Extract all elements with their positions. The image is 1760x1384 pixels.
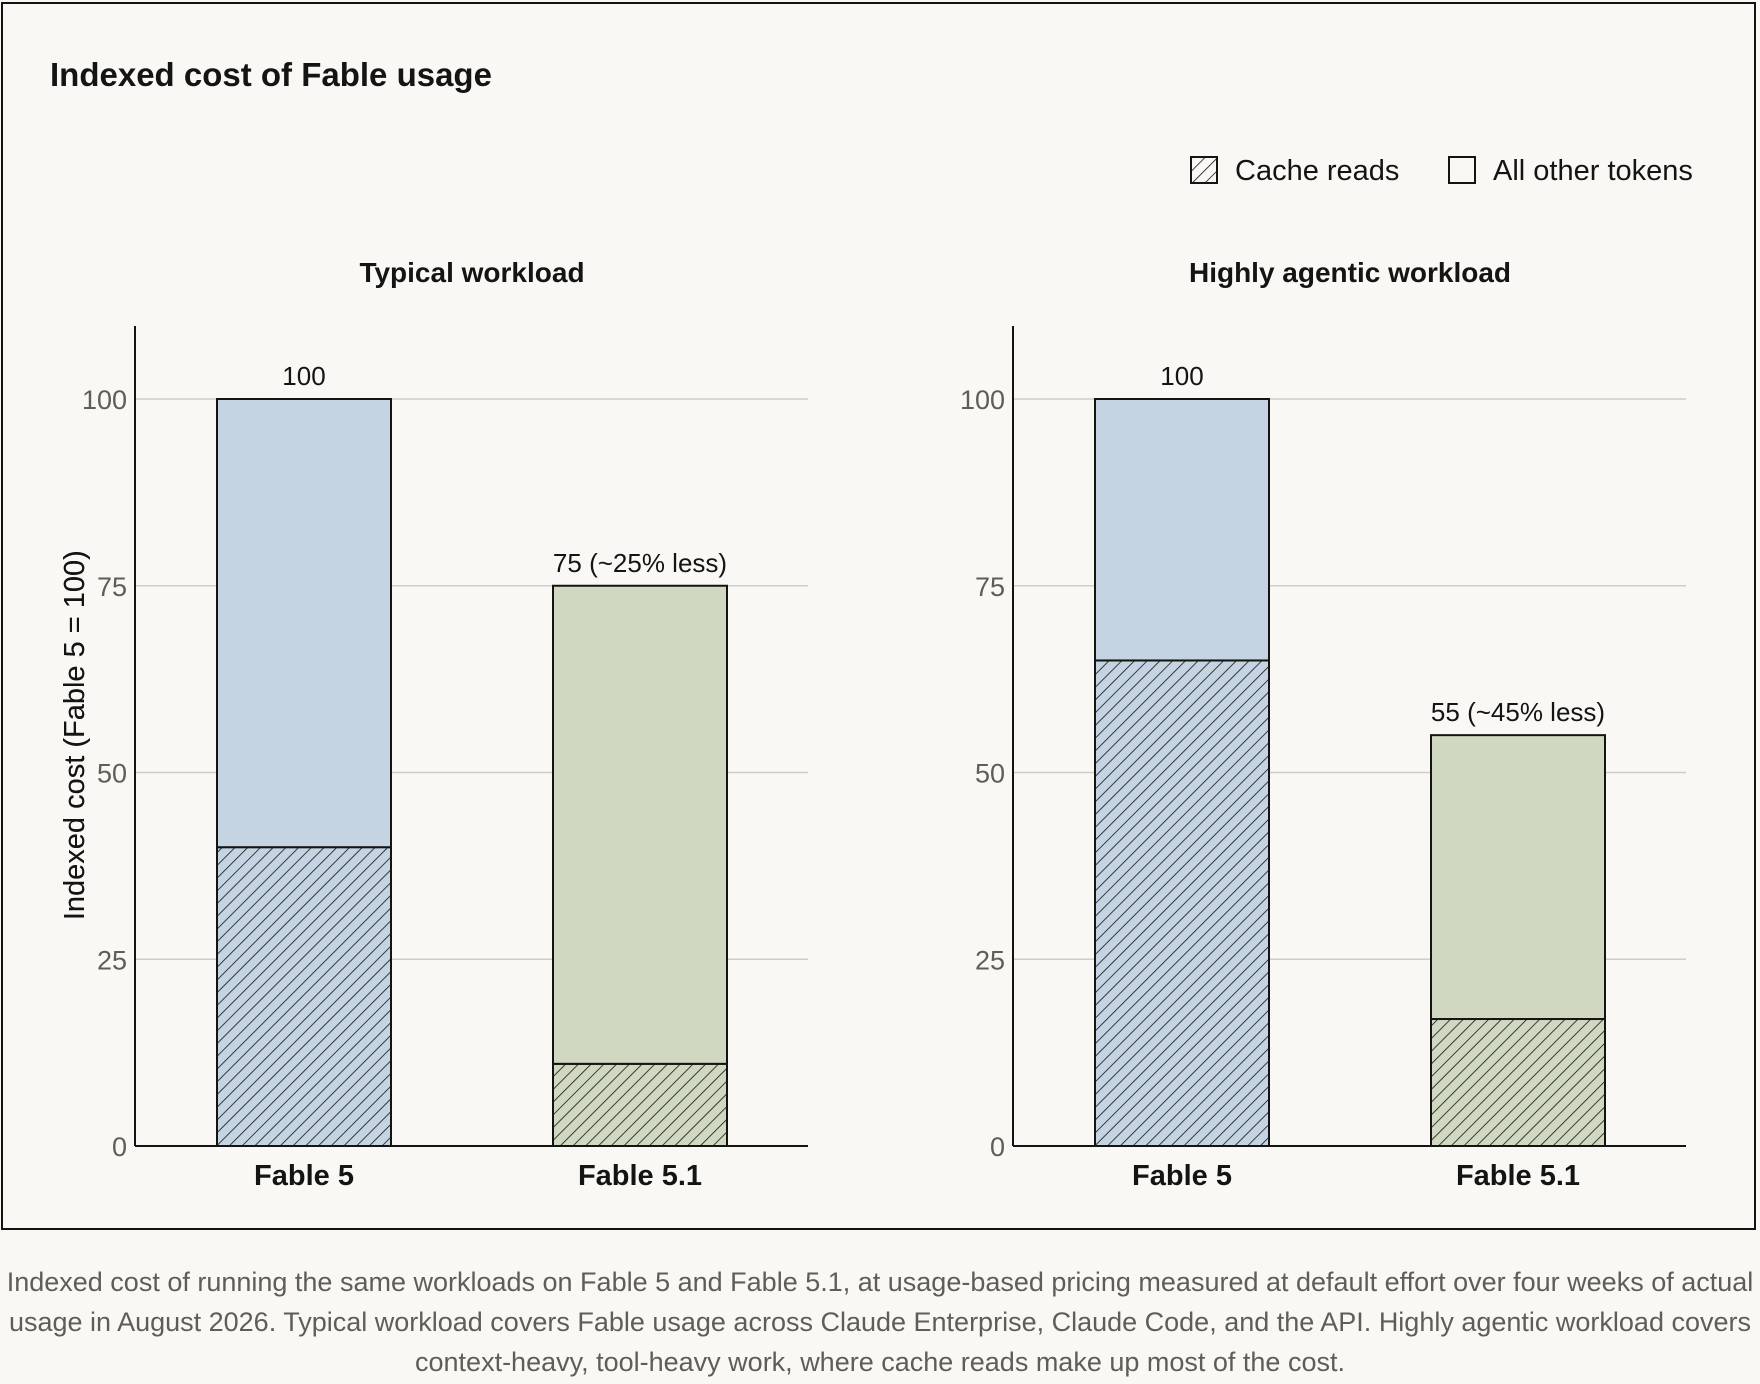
data-label-agentic-1: 55 (~45% less) bbox=[1431, 697, 1605, 727]
panel-subtitle-typical: Typical workload bbox=[359, 257, 584, 288]
figure-caption: Indexed cost of running the same workloa… bbox=[6, 1267, 1754, 1377]
x-tick-label-typical-1: Fable 5.1 bbox=[578, 1160, 702, 1192]
y-tick-label-50: 50 bbox=[975, 759, 1005, 789]
bar-cache-reads-hatch-agentic-0 bbox=[1094, 659, 1270, 1147]
panel-typical-workload: Typical workload 0 25 50 75 100 Indexed cost (… bbox=[59, 257, 808, 1192]
legend: Cache reads All other tokens bbox=[1190, 155, 1693, 187]
x-tick-label-typical-0: Fable 5 bbox=[254, 1160, 354, 1192]
data-label-agentic-0: 100 bbox=[1160, 361, 1203, 391]
panel-highly-agentic-workload: Highly agentic workload 0 25 50 75 100 Indexed… bbox=[59, 257, 1686, 1192]
chart-canvas: Indexed cost of Fable usage Cache reads … bbox=[50, 56, 1693, 1192]
y-tick-label-25: 25 bbox=[975, 945, 1005, 975]
data-label-typical-1: 75 (~25% less) bbox=[553, 548, 727, 578]
bar-cache-reads-hatch-typical-1 bbox=[552, 1062, 728, 1147]
x-tick-label-agentic-1: Fable 5.1 bbox=[1456, 1160, 1580, 1192]
y-axis-label: Indexed cost (Fable 5 = 100) bbox=[59, 550, 91, 920]
y-tick-label-0: 0 bbox=[112, 1132, 127, 1162]
bar-cache-reads-hatch-typical-0 bbox=[216, 846, 392, 1147]
legend-label-cache-reads: Cache reads bbox=[1235, 155, 1399, 187]
y-tick-label-25: 25 bbox=[97, 945, 127, 975]
legend-label-other-tokens: All other tokens bbox=[1493, 155, 1693, 187]
y-axis-label: Indexed cost (Fable 5 = 100) bbox=[59, 550, 91, 920]
bar-other-tokens-agentic-1 bbox=[1430, 734, 1606, 1021]
bar-other-tokens-agentic-0 bbox=[1094, 398, 1270, 662]
data-label-typical-0: 100 bbox=[282, 361, 325, 391]
x-tick-label-agentic-0: Fable 5 bbox=[1132, 1160, 1232, 1192]
y-tick-label-100: 100 bbox=[82, 385, 127, 415]
bar-other-tokens-typical-1 bbox=[552, 584, 728, 1065]
y-tick-label-50: 50 bbox=[97, 759, 127, 789]
y-tick-label-75: 75 bbox=[97, 572, 127, 602]
legend-swatch-plain bbox=[1448, 156, 1476, 184]
panel-subtitle-agentic: Highly agentic workload bbox=[1189, 257, 1511, 288]
legend-swatch-hatched bbox=[1190, 156, 1218, 184]
bar-cache-reads-hatch-agentic-1 bbox=[1430, 1018, 1606, 1148]
y-tick-label-100: 100 bbox=[960, 385, 1005, 415]
y-tick-label-0: 0 bbox=[990, 1132, 1005, 1162]
y-tick-label-75: 75 bbox=[975, 572, 1005, 602]
chart-title: Indexed cost of Fable usage bbox=[50, 56, 492, 93]
bar-other-tokens-typical-0 bbox=[216, 398, 392, 849]
